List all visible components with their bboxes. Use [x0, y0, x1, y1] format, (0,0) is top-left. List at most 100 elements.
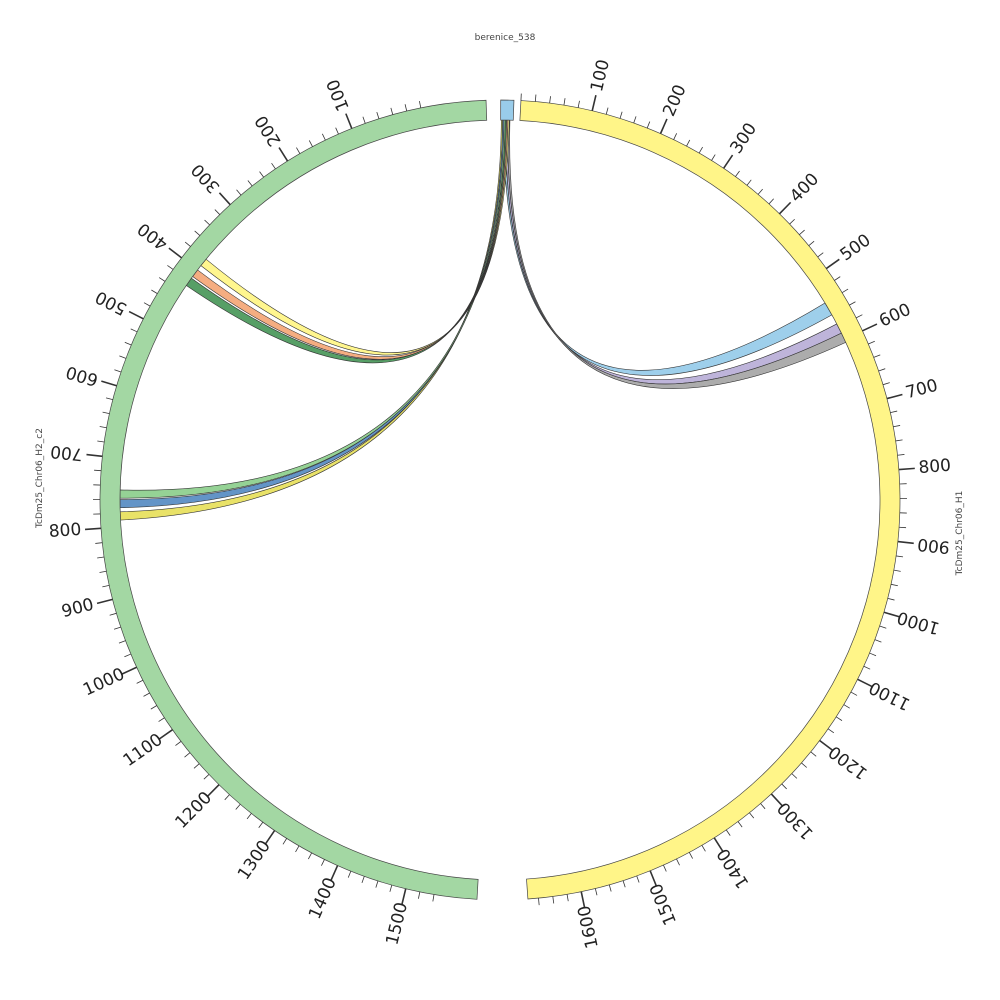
tick-h2 [184, 241, 191, 247]
tick-label-h2: 400 [134, 218, 172, 254]
tick-h1 [580, 891, 586, 908]
tick-h1 [701, 845, 706, 852]
tick-label-h1: 100 [587, 58, 614, 94]
tick-h1 [863, 665, 871, 670]
tick-h2 [130, 328, 138, 333]
tick-h1 [827, 728, 835, 734]
tick-h1 [879, 625, 887, 629]
tick-h1 [886, 393, 903, 400]
tick-label-h2: 1000 [80, 664, 128, 700]
tick-h1 [591, 95, 597, 111]
tick-h1 [893, 569, 901, 572]
tick-h1 [890, 410, 898, 413]
tick-h2 [114, 369, 122, 373]
tick-h1 [757, 188, 763, 195]
tick-label-h1: 300 [726, 119, 761, 157]
tick-h1 [633, 116, 637, 124]
tick-h1 [619, 111, 623, 119]
tick-h1 [801, 762, 808, 768]
tick-h2 [321, 859, 325, 866]
tick-h1 [850, 691, 858, 696]
tick-h2 [97, 440, 105, 443]
tick-h2 [404, 104, 408, 112]
tick-h1 [735, 170, 740, 177]
segment-label-berenice: berenice_538 [475, 33, 536, 43]
tick-label-h1: 1200 [825, 741, 872, 783]
tick-h2 [158, 717, 165, 722]
link-ribbon-3 [119, 119, 503, 521]
tick-h1 [810, 751, 817, 757]
tick-h2 [321, 133, 326, 141]
link-ribbon-4 [119, 119, 505, 509]
tick-h2 [218, 192, 231, 206]
tick-label-h2: 1500 [382, 900, 412, 947]
tick-h1 [819, 739, 833, 751]
tick-h2 [264, 830, 276, 845]
tick-h1 [895, 439, 903, 442]
tick-label-h1: 200 [659, 82, 690, 120]
tick-h1 [855, 314, 863, 319]
tick-label-h1: 800 [918, 456, 952, 478]
tick-h1 [789, 218, 795, 225]
tick-h1 [887, 597, 895, 601]
tick-h1 [896, 555, 904, 558]
tick-h2 [119, 355, 127, 359]
tick-h1 [841, 288, 849, 294]
tick-h2 [418, 891, 421, 899]
tick-h1 [746, 179, 752, 186]
tick-label-h1: 1500 [646, 880, 681, 928]
tick-h2 [308, 140, 313, 147]
tick-label-h2: 600 [64, 361, 101, 389]
tick-h1 [893, 425, 901, 428]
tick-label-h1: 1100 [866, 677, 914, 714]
tick-h2 [150, 705, 158, 710]
tick-h1 [843, 704, 850, 709]
tick-h1 [874, 639, 882, 643]
tick-h1 [577, 100, 580, 108]
tick-h2 [389, 884, 393, 892]
tick-h1 [878, 368, 886, 372]
tick-h1 [897, 454, 905, 456]
tick-h2 [168, 247, 183, 259]
tick-h2 [246, 813, 252, 820]
tick-h2 [84, 527, 102, 531]
tick-h1 [663, 864, 667, 872]
tick-h1 [749, 812, 755, 819]
tick-h1 [808, 240, 815, 246]
tick-h1 [898, 467, 915, 471]
tick-label-h1: 900 [916, 534, 950, 557]
tick-h2 [271, 162, 276, 170]
tick-h2 [224, 794, 230, 801]
tick-h2 [94, 469, 102, 472]
tick-h1 [849, 301, 856, 306]
tick-h2 [124, 341, 132, 346]
tick-h2 [236, 189, 242, 196]
tick-h1 [549, 96, 551, 104]
tick-h2 [151, 289, 158, 294]
tick-label-h1: 600 [876, 300, 914, 332]
tick-h1 [890, 583, 898, 587]
tick-h1 [534, 94, 537, 102]
tick-h2 [99, 426, 107, 429]
tick-h1 [538, 898, 540, 906]
tick-h1 [636, 875, 640, 883]
tick-h1 [868, 340, 875, 345]
tick-h1 [566, 894, 569, 902]
tick-h2 [259, 171, 265, 178]
tick-h2 [330, 865, 339, 881]
tick-h2 [175, 741, 182, 746]
tick-h2 [247, 180, 253, 187]
tick-h1 [817, 252, 824, 258]
tick-h2 [124, 653, 132, 658]
tick-h1 [882, 382, 890, 386]
tick-h2 [282, 838, 288, 845]
tick-h1 [552, 896, 555, 904]
tick-h2 [361, 876, 365, 884]
tick-label-h2: 1400 [305, 875, 341, 923]
tick-h2 [102, 411, 110, 415]
link-ribbon-5 [119, 119, 506, 499]
tick-h2 [86, 453, 103, 458]
tick-h1 [673, 133, 678, 140]
